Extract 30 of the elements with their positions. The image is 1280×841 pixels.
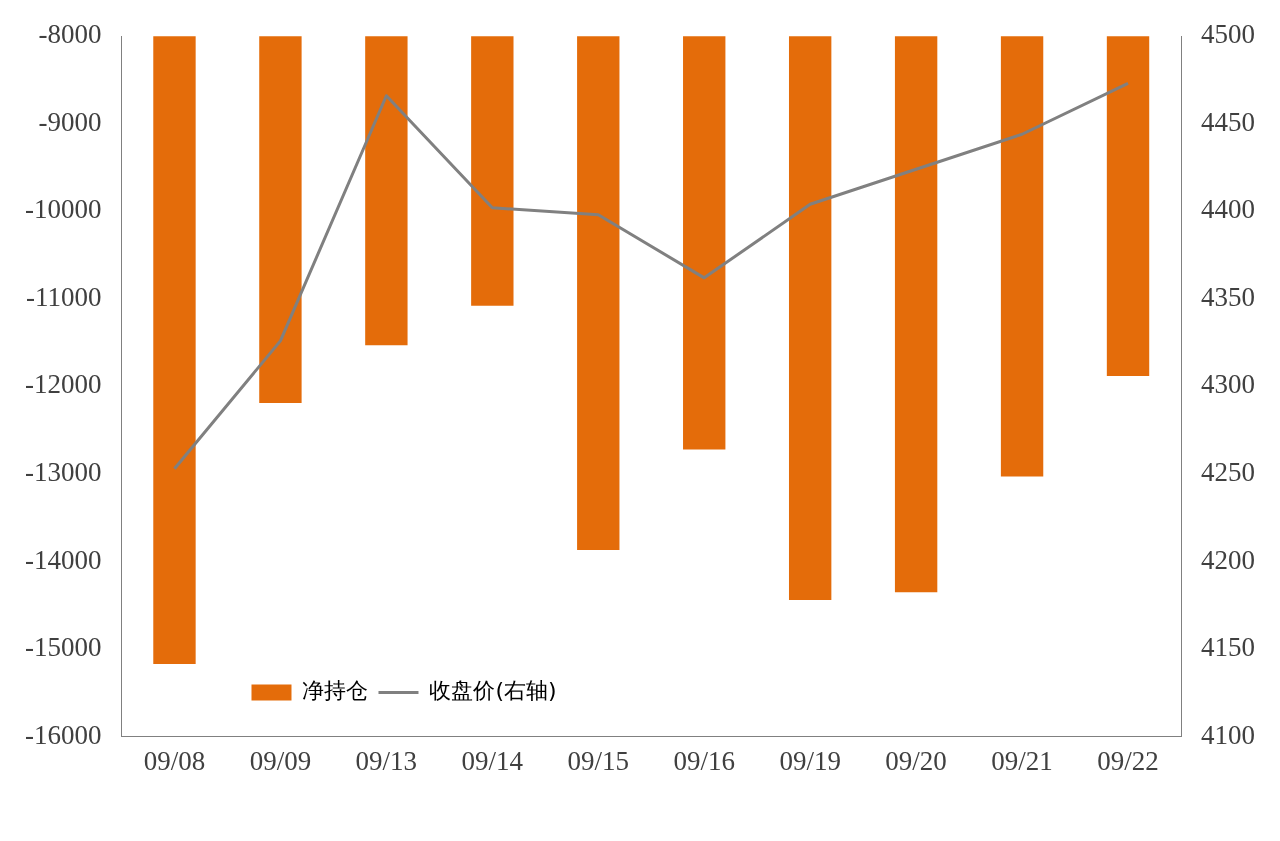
y-tick-label: -10000 (24, 194, 102, 225)
y2-tick-label: 4150 (1201, 632, 1255, 663)
x-tick-label: 09/20 (885, 745, 947, 776)
y2-tick-label: 4200 (1201, 544, 1255, 575)
x-tick-label: 09/19 (779, 745, 841, 776)
y-tick-label: -16000 (24, 719, 102, 750)
x-tick-label: 09/21 (991, 745, 1053, 776)
y2-tick-label: 4100 (1201, 719, 1255, 750)
x-tick-label: 09/15 (567, 745, 630, 776)
x-tick-label: 09/09 (249, 745, 312, 776)
legend-label: 收盘价(右轴) (429, 678, 557, 704)
y2-tick-label: 4500 (1201, 19, 1255, 50)
y-tick-label: -11000 (25, 281, 102, 312)
y2-tick-label: 4350 (1201, 281, 1255, 312)
y-tick-label: -13000 (24, 457, 102, 488)
y-tick-label: -14000 (24, 544, 102, 575)
x-tick-label: 09/13 (355, 745, 418, 776)
x-tick-label: 09/14 (461, 745, 524, 776)
y-tick-label: -9000 (38, 106, 102, 137)
y-tick-label: -12000 (24, 369, 102, 400)
y2-tick-label: 4400 (1201, 194, 1255, 225)
x-tick-label: 09/22 (1097, 745, 1159, 776)
x-tick-label: 09/16 (673, 745, 735, 776)
y2-tick-label: 4300 (1201, 369, 1255, 400)
y2-tick-label: 4450 (1201, 106, 1255, 137)
x-tick-label: 09/08 (143, 745, 206, 776)
y-tick-label: -8000 (38, 19, 102, 50)
y-tick-label: -15000 (24, 632, 102, 663)
legend-label: 净持仓 (302, 678, 369, 704)
y2-tick-label: 4250 (1201, 457, 1255, 488)
